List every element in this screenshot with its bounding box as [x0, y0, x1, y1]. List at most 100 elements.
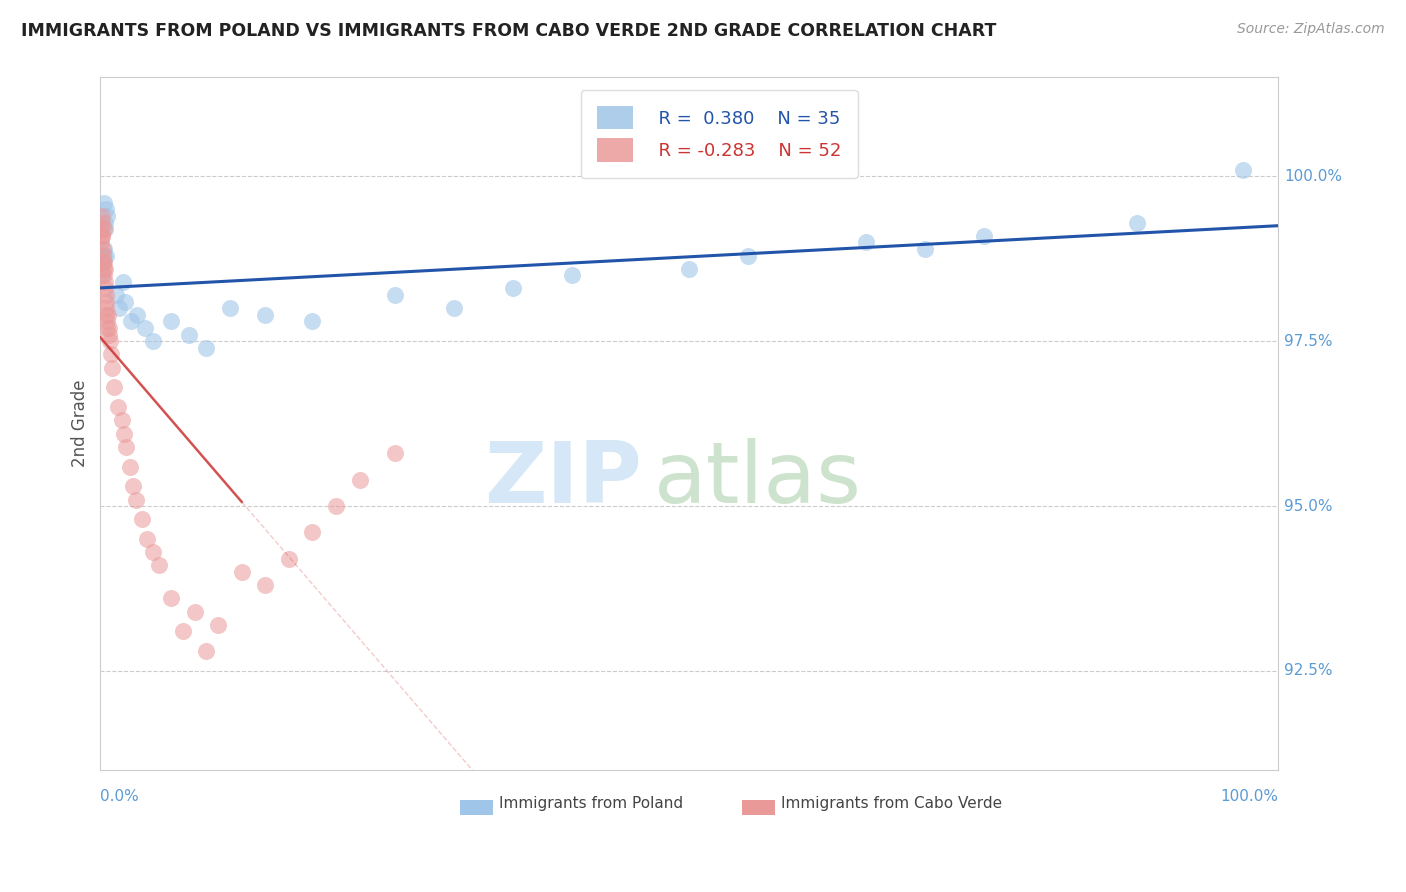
Point [142, 545, 165, 559]
Point [231, 565, 253, 579]
Point [177, 327, 200, 342]
Point [110, 413, 132, 427]
Point [254, 578, 277, 592]
Point [103, 380, 125, 394]
Point [737, 248, 759, 262]
Point [160, 314, 183, 328]
Point [100, 347, 122, 361]
Point [561, 268, 583, 283]
Point [1232, 162, 1254, 177]
Point [96, 248, 118, 262]
Point [678, 261, 700, 276]
Point [94, 222, 117, 236]
Point [115, 440, 138, 454]
Legend:   R =  0.380    N = 35,   R = -0.283    N = 52: R = 0.380 N = 35, R = -0.283 N = 52 [581, 90, 858, 178]
Point [91, 228, 114, 243]
Point [277, 552, 299, 566]
Text: 92.5%: 92.5% [1284, 664, 1333, 679]
Point [101, 360, 124, 375]
Point [91, 268, 114, 283]
Text: 100.0%: 100.0% [1284, 169, 1343, 184]
Text: 100.0%: 100.0% [1220, 789, 1278, 805]
Point [93, 261, 115, 276]
Point [219, 301, 242, 316]
Text: Source: ZipAtlas.com: Source: ZipAtlas.com [1237, 22, 1385, 37]
Point [172, 624, 194, 639]
Point [349, 473, 371, 487]
Point [131, 512, 153, 526]
Point [94, 281, 117, 295]
Point [104, 288, 127, 302]
Text: IMMIGRANTS FROM POLAND VS IMMIGRANTS FROM CABO VERDE 2ND GRADE CORRELATION CHART: IMMIGRANTS FROM POLAND VS IMMIGRANTS FRO… [21, 22, 997, 40]
Point [93, 248, 115, 262]
Text: atlas: atlas [654, 438, 862, 521]
Point [325, 499, 347, 513]
Point [91, 209, 114, 223]
Point [107, 400, 129, 414]
Point [134, 321, 156, 335]
Point [125, 308, 148, 322]
Point [93, 255, 115, 269]
Point [112, 426, 135, 441]
Point [98, 321, 121, 335]
Point [98, 334, 121, 349]
Text: ZIP: ZIP [485, 438, 643, 521]
Point [96, 301, 118, 316]
Point [90, 222, 112, 236]
Point [122, 479, 145, 493]
Point [97, 327, 120, 342]
Point [93, 268, 115, 283]
Point [443, 301, 465, 316]
Point [96, 202, 118, 217]
Text: 95.0%: 95.0% [1284, 499, 1333, 514]
Text: Immigrants from Poland: Immigrants from Poland [499, 797, 683, 811]
Point [1126, 215, 1149, 229]
Point [125, 492, 148, 507]
Point [91, 248, 114, 262]
Point [118, 459, 141, 474]
Point [120, 314, 142, 328]
Point [96, 321, 118, 335]
Point [855, 235, 877, 250]
Text: 0.0%: 0.0% [100, 789, 139, 805]
Point [93, 222, 115, 236]
Point [91, 255, 114, 269]
Point [207, 617, 229, 632]
Point [96, 209, 118, 223]
Point [254, 308, 277, 322]
Point [90, 235, 112, 250]
Point [97, 308, 120, 322]
Point [93, 195, 115, 210]
Point [114, 294, 136, 309]
Point [384, 288, 406, 302]
Point [183, 605, 205, 619]
Point [90, 228, 112, 243]
Point [160, 591, 183, 606]
Point [108, 301, 131, 316]
Point [94, 294, 117, 309]
Point [148, 558, 170, 573]
Point [94, 261, 117, 276]
Point [96, 314, 118, 328]
Point [91, 255, 114, 269]
Point [384, 446, 406, 460]
Point [973, 228, 995, 243]
Point [195, 644, 218, 658]
Point [94, 275, 117, 289]
Point [94, 288, 117, 302]
Point [301, 525, 323, 540]
Point [93, 242, 115, 256]
Point [94, 215, 117, 229]
Point [195, 341, 218, 355]
Point [914, 242, 936, 256]
Point [502, 281, 524, 295]
Point [111, 275, 134, 289]
Text: 97.5%: 97.5% [1284, 334, 1333, 349]
Point [96, 308, 118, 322]
Point [90, 215, 112, 229]
Point [142, 334, 165, 349]
Point [301, 314, 323, 328]
Y-axis label: 2nd Grade: 2nd Grade [72, 380, 89, 467]
Point [91, 242, 114, 256]
Point [136, 532, 159, 546]
